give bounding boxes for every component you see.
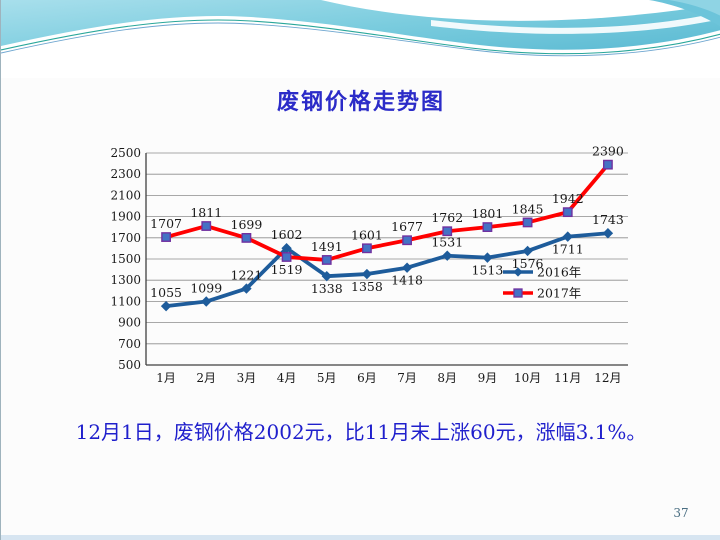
footer-bar-decoration [1,535,720,540]
svg-text:7月: 7月 [397,371,417,385]
svg-text:8月: 8月 [437,371,457,385]
data-label: 1513 [472,263,504,278]
svg-text:2300: 2300 [110,167,141,181]
svg-text:12月: 12月 [594,371,621,385]
diamond-marker [281,242,292,254]
square-marker [522,217,533,228]
grid: 500 700 900 1100 1300 1500 1700 1900 2100 2300 250… [110,146,628,372]
data-label: 1602 [271,227,303,242]
data-label: 1221 [231,268,263,283]
data-label: 1677 [391,219,423,234]
square-marker [321,255,332,265]
svg-text:10月: 10月 [514,371,541,385]
legend-label: 2016年 [537,265,581,280]
data-label: 2390 [592,144,624,159]
svg-text:900: 900 [118,316,141,330]
diamond-marker [160,300,172,312]
legend: 2016年 2017年 [503,265,581,301]
data-label: 1055 [150,285,182,300]
data-label: 1845 [512,201,544,216]
square-marker [442,226,453,237]
square-marker [241,233,252,243]
svg-text:11月: 11月 [554,371,581,385]
square-marker [402,235,412,246]
header-curve-teal [1,19,720,55]
square-marker [513,288,523,298]
page-title: 废钢价格走势图 [276,89,445,115]
svg-text:1900: 1900 [110,210,141,224]
header-wave-decoration [1,0,720,78]
svg-text:2月: 2月 [196,371,216,385]
svg-text:2100: 2100 [110,188,141,202]
axes [145,153,628,366]
diamond-marker [321,270,332,282]
diamond-marker [241,283,252,294]
header-wave-hill [1,15,720,78]
data-label: 1519 [271,262,303,277]
svg-text:1100: 1100 [110,294,141,308]
svg-text:5月: 5月 [317,371,337,385]
data-label: 1942 [552,191,584,206]
svg-text:2500: 2500 [110,146,141,160]
square-marker [562,207,573,218]
header-swoosh-top [321,0,720,21]
diamond-marker [513,267,523,277]
data-label: 1338 [311,281,343,296]
diamond-marker [201,296,212,307]
data-label: 1811 [190,205,222,220]
svg-text:1月: 1月 [156,371,176,385]
series-2016年: 1055 1099 1221 1602 1338 1358 1418 1531 1513 1576… [150,212,624,312]
svg-text:1500: 1500 [110,252,141,266]
chart-area: 500 700 900 1100 1300 1500 1700 1900 2100 2300 250… [96,140,666,395]
header-swoosh-streak [431,12,720,34]
diamond-marker [401,262,413,273]
diamond-marker [482,252,493,263]
header-corner-stripe-inner [669,0,720,16]
square-marker [201,221,212,231]
data-label: 1601 [351,227,383,242]
data-label: 1801 [472,206,504,221]
diamond-marker [442,250,453,261]
data-label: 1699 [231,217,263,232]
svg-text:1700: 1700 [110,231,141,245]
square-marker [362,243,372,254]
data-label: 1711 [552,242,584,257]
series-2017年: 1707 1811 1699 1519 1491 1601 1677 1762 1801 1845… [150,144,624,277]
square-marker [482,222,493,232]
square-marker [161,232,171,242]
svg-text:3月: 3月 [237,371,257,385]
data-label: 1707 [150,216,182,231]
caption-text: 12月1日，废钢价格2002元，比11月末上涨60元，涨幅3.1%。 [75,420,647,444]
diamond-marker [361,268,373,280]
page-number: 37 [673,506,689,520]
data-label: 1743 [592,212,624,227]
data-label: 1358 [351,279,383,294]
svg-text:9月: 9月 [478,371,498,385]
svg-text:1300: 1300 [110,273,141,287]
svg-text:4月: 4月 [277,371,297,385]
square-marker [281,252,292,262]
x-axis-labels: 1月 2月 3月 4月 5月 6月 7月 8月 9月 10月 11月 12月 [156,371,621,385]
data-label: 1491 [311,239,343,254]
svg-text:6月: 6月 [357,371,377,385]
data-label: 1762 [431,210,463,225]
svg-text:700: 700 [118,337,141,351]
data-label: 1576 [512,256,544,271]
diamond-marker [522,245,533,257]
square-marker [603,159,613,170]
diamond-marker [602,228,614,239]
data-label: 1418 [391,273,423,288]
data-label: 1531 [431,235,463,250]
svg-text:500: 500 [118,358,141,372]
data-label: 1099 [190,281,222,296]
legend-label: 2017年 [537,286,581,301]
price-chart: 500 700 900 1100 1300 1500 1700 1900 2100 2300 250… [110,144,628,385]
diamond-marker [562,231,573,242]
header-curve-blue [1,22,720,57]
